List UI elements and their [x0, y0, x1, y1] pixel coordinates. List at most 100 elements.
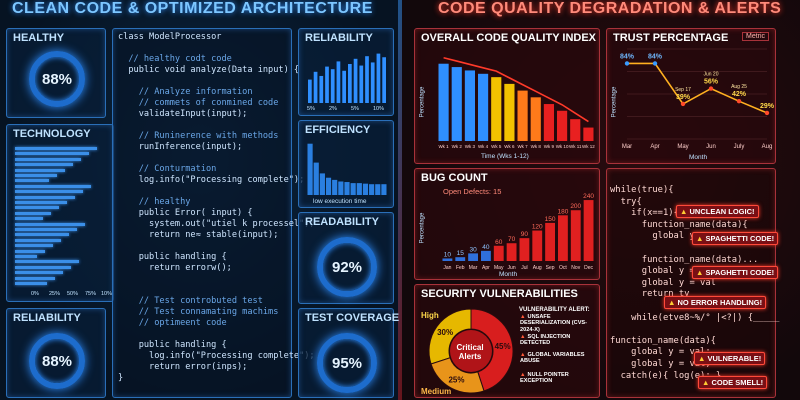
quality-tick-label: Wk 5	[491, 144, 502, 149]
code-line: return ty	[610, 289, 690, 300]
quality-trend-line	[443, 56, 589, 123]
healthy-label: HEALTHY	[13, 32, 65, 44]
code-line	[610, 324, 779, 336]
quality-tick-label: Wk 1	[438, 144, 449, 149]
trust-point-label: 42%	[732, 91, 747, 98]
healthy-value: 88%	[41, 70, 73, 88]
quality-xlabel: Time (Wks 1-12)	[481, 153, 529, 160]
quality-tick-label: Wk 10	[556, 144, 569, 149]
code-line: try{	[610, 196, 642, 207]
quality-tick-label: Wk 3	[465, 144, 476, 149]
efficiency-bar	[369, 184, 375, 195]
efficiency-bar	[319, 173, 325, 195]
bug-bar	[455, 257, 466, 261]
trust-tick-label: May	[677, 144, 688, 150]
readability-gauge: 92%	[317, 237, 377, 297]
quality-index-chart: Wk 1 Wk 2 Wk 3 Wk 4 Wk 5 Wk 6 Wk 7 Wk 8 Wk 9 Wk 1…	[438, 56, 595, 149]
trust-tick-label: Aug	[762, 144, 773, 150]
trust-annotation: Sep 17	[675, 87, 691, 93]
code-line: if(x==1){	[610, 208, 679, 219]
trust-tick-label: Mar	[622, 144, 632, 150]
technology-bar	[15, 244, 53, 248]
reliability-label: RELIABILITY	[13, 312, 81, 324]
trust-point-label: 29%	[760, 103, 775, 110]
technology-bar	[15, 217, 43, 221]
pie-slice-label: 45%	[495, 342, 511, 351]
technology-bar	[15, 206, 59, 210]
bug-bar	[442, 258, 453, 261]
quality-bar	[478, 73, 489, 141]
code-line: // Runinerence with methods	[118, 131, 279, 141]
pie-center	[450, 330, 492, 372]
code-line: function_name(data){	[610, 219, 748, 230]
quality-bar	[464, 70, 475, 141]
bug-tick-label: Nov	[571, 265, 580, 271]
left-title: CLEAN CODE & OPTIMIZED ARCHITECTURE	[12, 0, 373, 17]
reliability-chart-label: RELIABILITY	[305, 32, 373, 44]
readability-value: 92%	[331, 258, 363, 276]
technology-bar	[15, 179, 49, 183]
quality-bar	[438, 63, 449, 141]
reliability-bar	[336, 61, 341, 103]
bug-ylabel: Percentage	[419, 212, 426, 244]
trust-point-label: 84%	[648, 53, 663, 60]
code-line: while(etve8~%/° |<?|) {_____	[610, 312, 780, 323]
bug-tick-label: May	[494, 265, 504, 271]
technology-bar	[15, 184, 91, 188]
readability-label: READABILITY	[305, 216, 379, 228]
efficiency-bar	[325, 177, 332, 195]
rel-tick-1: 2%	[329, 106, 337, 112]
bug-tick-label: Aug	[533, 265, 542, 271]
trust-point-label: 84%	[620, 53, 635, 60]
test-coverage-gauge: 95%	[317, 333, 377, 393]
technology-bar	[15, 233, 69, 237]
code-line: log.info("Processing complete");	[118, 351, 315, 361]
reliability-bar	[376, 53, 381, 103]
code-alert-vulnerable: VULNERABLE!	[694, 352, 766, 365]
code-line: // Test connamating machims	[118, 307, 279, 317]
bug-bar	[468, 253, 478, 261]
code-line: global y = val	[610, 277, 716, 288]
code-line	[118, 274, 315, 285]
trust-point	[652, 61, 658, 66]
quality-tick-label: Wk 6	[504, 144, 515, 149]
pie-center-label: Critical Alerts	[456, 343, 484, 361]
code-line: // healthy codt code	[118, 54, 232, 64]
quality-bar	[543, 104, 554, 141]
technology-bar	[15, 157, 81, 161]
quality-bar	[583, 127, 594, 141]
technology-bar	[15, 201, 67, 204]
trust-tick-label: July	[734, 144, 745, 150]
code-line: // commets of conmined code	[118, 98, 279, 108]
bug-value-label: 150	[545, 216, 556, 223]
bug-value-label: 30	[469, 246, 477, 253]
bug-tick-label: Jul	[521, 265, 527, 271]
tech-tick-2: 50%	[67, 291, 79, 297]
trust-annotation: Jun 20	[703, 72, 718, 78]
bug-value-label: 200	[570, 203, 581, 210]
bug-tick-label: Feb	[456, 265, 465, 271]
efficiency-chart	[307, 143, 387, 195]
bug-value-label: 240	[583, 193, 594, 200]
code-line	[118, 285, 315, 296]
vuln-item: GLOBAL VARIABLES ABUSE	[520, 352, 598, 365]
code-line: // Conturmation	[118, 164, 217, 174]
code-line: public handling {	[118, 340, 227, 350]
tech-tick-4: 10%	[101, 291, 113, 297]
code-line: // Test controbuted test	[118, 296, 263, 306]
bug-value-label: 15	[457, 250, 465, 257]
clean-code-block: class ModelProcessor // healthy codt cod…	[118, 32, 315, 384]
trust-point	[736, 99, 742, 104]
trust-chart: 84% Mar 84% Apr 39% May 56% Jun 42% July 29% Aug Sep…	[620, 48, 775, 150]
trust-point	[764, 110, 770, 116]
reliability-bar	[325, 66, 329, 103]
code-line: return ne≈ stable(input);	[118, 230, 279, 240]
efficiency-bar	[332, 179, 338, 195]
quality-tick-label: Wk 8	[531, 144, 542, 149]
bug-bar	[506, 243, 517, 261]
bug-xlabel: Month	[499, 271, 518, 278]
trust-point-label: 39%	[676, 94, 691, 101]
bug-tick-label: Jan	[443, 265, 451, 271]
reliability-bar	[319, 75, 324, 103]
test-coverage-value: 95%	[331, 354, 363, 372]
